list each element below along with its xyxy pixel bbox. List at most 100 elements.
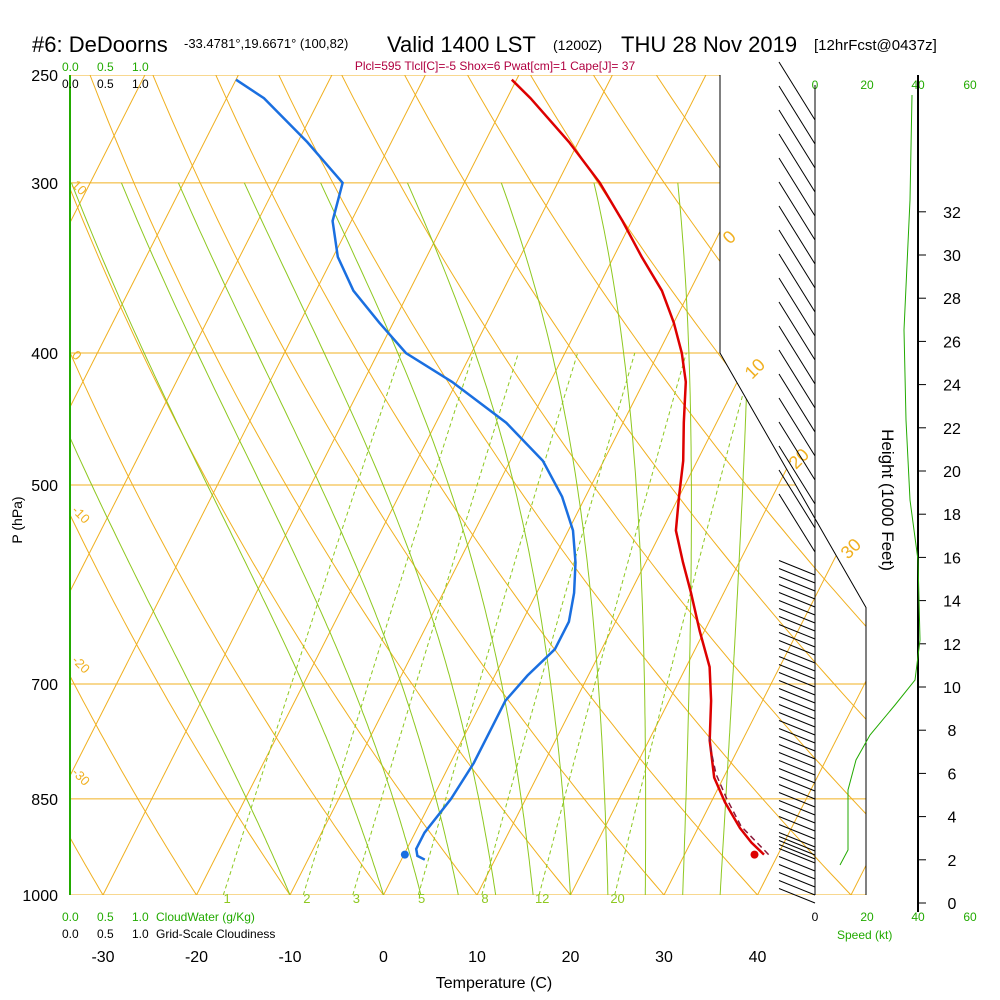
station-coords: -33.4781°,19.6671° (100,82) [184, 36, 348, 51]
wind-barb [778, 816, 816, 832]
pressure-tick-label: 300 [31, 176, 58, 193]
wind-barbs [778, 61, 816, 904]
zulu-time: (1200Z) [553, 37, 602, 53]
height-tick-label: 30 [943, 248, 961, 265]
moist-adiabat-line [71, 182, 384, 895]
wind-barb [778, 584, 816, 600]
isotherm-label-right: 10 [741, 355, 769, 383]
isotherm-label: -20 [69, 652, 93, 676]
cloudwater-tick-bottom: 1.0 [132, 910, 149, 924]
dry-adiabat-line [278, 75, 852, 895]
cloudiness-tick-bottom: 1.0 [132, 927, 149, 941]
moist-adiabat-line [406, 182, 571, 895]
wind-barb [778, 493, 816, 553]
isotherm-line [102, 75, 520, 895]
mixing-ratio-line [352, 352, 519, 895]
dry-adiabat-line [70, 75, 291, 895]
speed-tick-top: 60 [963, 78, 977, 92]
wind-barb [778, 469, 816, 529]
surface-temperature-dot [750, 850, 759, 859]
wind-barb [778, 808, 816, 824]
isotherm-label-right: 30 [837, 535, 865, 563]
wind-barb [778, 792, 816, 808]
wind-barb [778, 349, 816, 409]
wind-barb [778, 301, 816, 361]
wind-barb [778, 824, 816, 840]
pressure-tick-label: 250 [31, 68, 58, 85]
moist-adiabat-line [320, 182, 534, 895]
wind-barb [778, 664, 816, 680]
cloudiness-tick-top: 0.0 [62, 77, 79, 91]
isotherm-label: -30 [69, 765, 93, 789]
wind-barb [778, 592, 816, 608]
moist-adiabat-line [120, 182, 422, 895]
moist-adiabat-line [719, 182, 752, 895]
cloudiness-label: Grid-Scale Cloudiness [156, 927, 275, 941]
wind-barb [778, 229, 816, 289]
wind-barb [778, 253, 816, 313]
temperature-tick-label: 10 [468, 949, 486, 966]
wind-barb [778, 373, 816, 433]
height-tick-label: 6 [948, 766, 957, 783]
wind-barb [778, 576, 816, 592]
mixing-ratio-line [538, 352, 687, 895]
wind-barb [778, 844, 816, 860]
temperature-line [510, 78, 765, 856]
wind-barb [778, 640, 816, 656]
diagram-grid [70, 75, 1000, 895]
pressure-tick-label: 700 [31, 677, 58, 694]
height-axis-title: Height (1000 Feet) [878, 429, 897, 571]
mixing-ratio-line [417, 352, 579, 895]
cloudiness-tick-bottom: 0.0 [62, 927, 79, 941]
isotherm-line [70, 75, 333, 895]
pressure-tick-label: 1000 [22, 888, 58, 905]
sounding-indices: Plcl=595 Tlcl[C]=-5 Shox=6 Pwat[cm]=1 Ca… [355, 59, 636, 73]
moist-adiabat-line [70, 182, 291, 895]
wind-barb [778, 736, 816, 752]
moist-adiabat-line [593, 182, 647, 895]
speed-label: Speed (kt) [837, 928, 892, 942]
dry-adiabat-line [530, 75, 866, 895]
dry-adiabat-line [341, 75, 866, 895]
wind-barb [778, 864, 816, 880]
height-tick-label: 24 [943, 378, 961, 395]
wind-barb [778, 109, 816, 169]
wind-barb [778, 800, 816, 816]
wind-barb [778, 688, 816, 704]
cloudiness-tick-bottom: 0.5 [97, 927, 114, 941]
mixing-ratio-label: 1 [224, 891, 231, 906]
wind-barb [778, 325, 816, 385]
mixing-ratio-label: 20 [610, 891, 624, 906]
dry-adiabat-line [89, 75, 571, 895]
cloudiness-tick-top: 1.0 [132, 77, 149, 91]
valid-date: THU 28 Nov 2019 [621, 32, 797, 57]
wind-barb [778, 836, 816, 852]
wind-barb [778, 157, 816, 217]
diagram-right-border [719, 75, 867, 895]
isotherm-line [757, 75, 866, 895]
wind-barb [778, 720, 816, 736]
dry-adiabat-line [70, 75, 478, 895]
moist-adiabat-line [677, 182, 692, 895]
cloudwater-tick-bottom: 0.0 [62, 910, 79, 924]
height-tick-label: 20 [943, 464, 961, 481]
wind-barb [778, 776, 816, 792]
wind-barb [778, 832, 816, 848]
dry-adiabat-line [152, 75, 665, 895]
speed-tick-bottom: 0 [812, 910, 819, 924]
wind-barb [778, 181, 816, 241]
height-tick-label: 32 [943, 205, 961, 222]
moist-adiabat-line [243, 182, 497, 895]
dry-adiabat-line [971, 75, 1000, 895]
pressure-tick-label: 850 [31, 792, 58, 809]
wind-barb [778, 872, 816, 888]
temperature-tick-label: -20 [185, 949, 208, 966]
pressure-tick-label: 400 [31, 346, 58, 363]
wind-barb [778, 560, 816, 576]
wind-barb [778, 421, 816, 481]
wind-barb [778, 744, 816, 760]
cloudwater-tick-bottom: 0.5 [97, 910, 114, 924]
isotherm-line [196, 75, 613, 895]
wind-barb [778, 600, 816, 616]
